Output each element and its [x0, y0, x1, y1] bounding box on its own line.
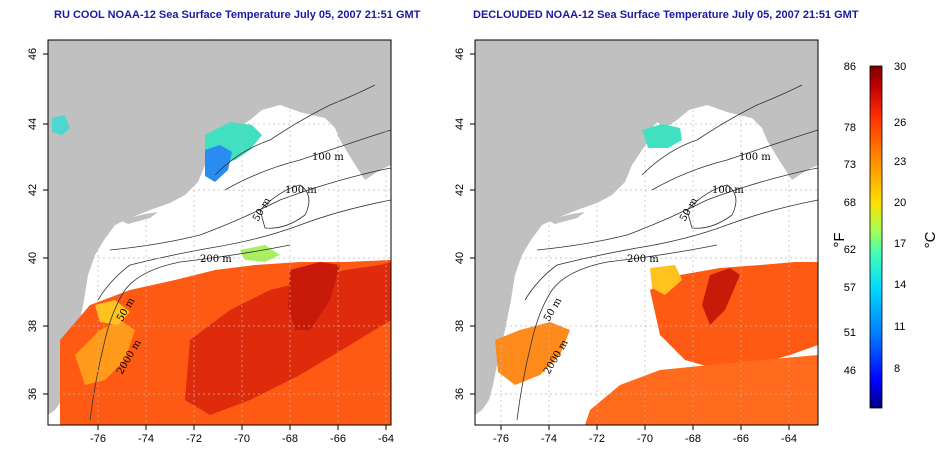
contour-label-100m-a: 100 m [312, 152, 344, 163]
sst-gulfstream-streak [288, 262, 340, 330]
temperature-colorbar: 86 78 73 68 62 57 51 46 30 26 23 20 17 1… [831, 61, 939, 409]
sst-declouded-yellow [650, 265, 682, 295]
x-tick-label: -74 [541, 433, 557, 445]
colorbar-c-tick: 26 [894, 117, 906, 129]
land-mass [475, 40, 818, 415]
left-sst-map: 100 m 100 m 50 m 200 m 50 m 2000 m -76 -… [27, 39, 394, 445]
y-tick-label: 44 [454, 118, 466, 130]
x-tick-label: -72 [589, 433, 605, 445]
colorbar-unit-fahrenheit: °F [831, 232, 848, 247]
contour-label-200m: 200 m [200, 254, 232, 265]
contour-label-100m-b: 100 m [712, 185, 744, 196]
colorbar-f-tick: 73 [844, 159, 856, 171]
land-mass [48, 40, 391, 415]
colorbar-unit-celsius: °C [922, 231, 939, 248]
colorbar-f-tick: 46 [844, 365, 856, 377]
y-tick-label: 46 [27, 48, 39, 60]
long-island [120, 212, 158, 224]
contour-label-200m: 200 m [627, 254, 659, 265]
colorbar-f-tick: 86 [844, 61, 856, 73]
y-tick-label: 42 [27, 184, 39, 196]
colorbar-c-tick: 17 [894, 238, 906, 250]
nova-scotia [727, 80, 818, 124]
y-tick-label: 40 [454, 252, 466, 264]
y-tick-label: 44 [27, 118, 39, 130]
nova-scotia [300, 80, 391, 124]
map-frame [47, 39, 392, 426]
colorbar-c-tick: 14 [894, 279, 906, 291]
colorbar-c-tick: 23 [894, 156, 906, 168]
colorbar-c-tick: 8 [894, 363, 900, 375]
right-panel-title: DECLOUDED NOAA-12 Sea Surface Temperatur… [473, 9, 859, 21]
long-island [547, 212, 585, 224]
x-tick-label: -66 [330, 433, 346, 445]
x-tick-label: -70 [637, 433, 653, 445]
x-tick-label: -70 [234, 433, 250, 445]
colorbar-f-tick: 57 [844, 282, 856, 294]
sst-cold-coastal [205, 145, 232, 182]
sst-yellow-shelf [95, 300, 130, 325]
sst-declouded-coastal [495, 322, 570, 385]
colorbar-c-tick: 11 [894, 321, 905, 333]
sst-declouded-streak [702, 268, 740, 325]
colorbar-c-tick: 20 [894, 197, 906, 209]
y-tick-label: 46 [454, 48, 466, 60]
x-tick-label: -64 [781, 433, 797, 445]
sst-declouded-east [650, 262, 818, 370]
colorbar-f-tick: 62 [844, 244, 856, 256]
bathymetry-contours [516, 84, 819, 421]
sst-declouded-gulf-of-maine [642, 124, 682, 148]
sst-warm-core [185, 262, 391, 415]
x-tick-label: -68 [282, 433, 298, 445]
colorbar-gradient [869, 65, 883, 409]
colorbar-f-tick: 78 [844, 122, 856, 134]
x-tick-label: -76 [90, 433, 106, 445]
y-tick-label: 38 [27, 320, 39, 332]
x-tick-label: -68 [685, 433, 701, 445]
colorbar-f-tick: 68 [844, 197, 856, 209]
y-tick-label: 36 [454, 388, 466, 400]
map-frame [474, 39, 819, 426]
contour-label-100m-a: 100 m [739, 152, 771, 163]
colorbar-f-tick: 51 [844, 327, 856, 339]
y-tick-label: 36 [27, 388, 39, 400]
colorbar-c-tick: 30 [894, 61, 906, 73]
y-tick-label: 42 [454, 184, 466, 196]
sst-declouded-southeast [585, 355, 818, 425]
bathymetry-contours [89, 84, 391, 421]
x-tick-label: -64 [378, 433, 394, 445]
right-sst-map: 100 m 100 m 50 m 200 m 50 m 2000 m -76 -… [454, 39, 819, 445]
x-tick-label: -72 [186, 433, 202, 445]
contour-label-100m-b: 100 m [285, 185, 317, 196]
left-panel-title: RU COOL NOAA-12 Sea Surface Temperature … [54, 9, 421, 21]
x-tick-label: -76 [493, 433, 509, 445]
sst-nova-scotia-patch [52, 115, 70, 135]
map-grid [48, 40, 391, 425]
x-tick-label: -66 [733, 433, 749, 445]
y-tick-label: 38 [454, 320, 466, 332]
y-tick-label: 40 [27, 252, 39, 264]
sst-orange-band [75, 320, 135, 385]
map-grid [475, 40, 818, 425]
x-tick-label: -74 [138, 433, 154, 445]
